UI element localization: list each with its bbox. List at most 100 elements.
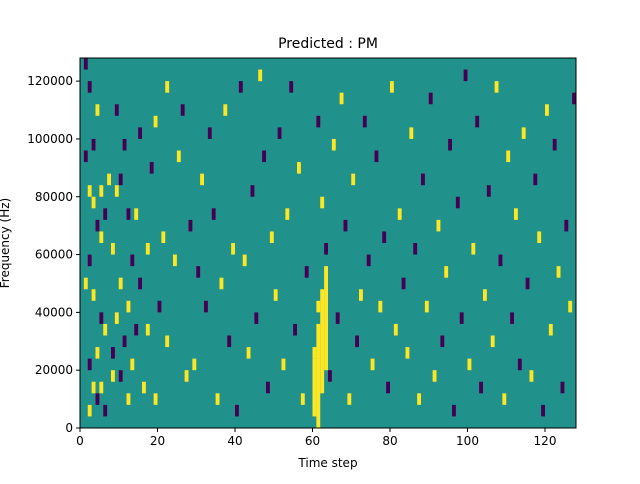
heatmap-cell (231, 243, 235, 255)
heatmap-cell (324, 243, 328, 255)
heatmap-cell (320, 196, 325, 209)
x-tick-label: 80 (382, 434, 397, 448)
axes: 0 20 40 60 80 100 120 0 20000 40000 60000 80000 1000… (27, 57, 577, 448)
heatmap-cell (111, 370, 115, 382)
heatmap-segment (312, 358, 317, 417)
heatmap-cell (227, 335, 232, 348)
heatmap-cell (87, 404, 92, 417)
heatmap-cell (359, 289, 363, 301)
heatmap-cell (444, 266, 449, 278)
heatmap-cell (413, 243, 418, 255)
heatmap-cell (114, 104, 119, 116)
heatmap-cell (266, 381, 270, 394)
x-axis-label: Time step (297, 456, 357, 470)
heatmap-cell (111, 243, 115, 255)
heatmap-cell (118, 173, 123, 186)
heatmap-cell (424, 300, 429, 313)
x-tick-label: 0 (76, 434, 84, 448)
heatmap-cell (572, 92, 576, 105)
heatmap-cell (409, 127, 414, 139)
heatmap-cell (343, 219, 348, 232)
heatmap-cell (87, 81, 92, 93)
heatmap-cell (545, 104, 549, 116)
heatmap-cell (316, 300, 321, 313)
heatmap-cell (382, 231, 387, 243)
heatmap-cell (262, 150, 266, 163)
heatmap-cell (103, 404, 108, 417)
heatmap-cell (564, 219, 569, 232)
heatmap-cell (463, 69, 468, 82)
heatmap-cell (184, 370, 189, 382)
x-tick-label: 120 (534, 434, 557, 448)
heatmap-cell (87, 185, 92, 197)
heatmap-cell (134, 323, 139, 336)
heatmap-cell (297, 162, 301, 174)
heatmap-cell (514, 208, 518, 220)
heatmap-cell (548, 323, 553, 336)
heatmap-segment (320, 289, 325, 394)
heatmap-cell (207, 127, 212, 139)
heatmap-cell (204, 300, 208, 313)
heatmap-cell (83, 277, 88, 290)
y-tick-label: 40000 (35, 305, 73, 319)
heatmap-cell (316, 115, 321, 128)
y-tick-label: 0 (65, 421, 73, 435)
heatmap-cell (114, 185, 119, 197)
heatmap-cell (506, 150, 511, 163)
heatmap-cell (483, 289, 487, 301)
heatmap-cell (188, 219, 193, 232)
heatmap-cell (126, 208, 131, 220)
heatmap-cell (366, 254, 371, 267)
heatmap-cell (223, 104, 228, 116)
heatmap-cell (95, 219, 100, 232)
heatmap-cell (254, 312, 259, 324)
heatmap-cell (556, 266, 561, 278)
heatmap-cell (510, 312, 514, 324)
heatmap-cell (149, 162, 154, 174)
heatmap-cell (328, 370, 332, 382)
heatmap-cell (285, 208, 290, 220)
x-tick-label: 40 (227, 434, 242, 448)
heatmap-cell (242, 254, 247, 267)
heatmap-cell (219, 277, 224, 290)
heatmap-cell (436, 219, 441, 232)
heatmap-cell (498, 254, 503, 267)
y-tick-label: 100000 (27, 132, 73, 146)
heatmap-cell (87, 358, 92, 371)
heatmap-cell (560, 381, 565, 394)
heatmap-cell (405, 347, 410, 359)
heatmap-cell (192, 358, 197, 371)
heatmap-cell (99, 185, 104, 197)
x-tick-label: 60 (305, 434, 320, 448)
heatmap-cell (153, 115, 158, 128)
heatmap-cell (537, 231, 542, 243)
heatmap-cell (347, 393, 352, 405)
heatmap-cell (533, 173, 538, 186)
heatmap-cell (134, 208, 139, 220)
heatmap-cell (211, 208, 216, 220)
heatmap-cell (486, 185, 491, 197)
heatmap-cell (300, 393, 305, 405)
heatmap-cell (386, 381, 390, 394)
heatmap-cell (153, 393, 158, 405)
heatmap-cell (238, 81, 243, 93)
heatmap-cell (126, 300, 131, 313)
heatmap-cell (145, 243, 150, 255)
y-tick-label: 80000 (35, 190, 73, 204)
heatmap-cell (91, 289, 96, 301)
heatmap-cell (180, 104, 185, 116)
heatmap-cell (111, 347, 115, 359)
heatmap-segment (316, 323, 321, 428)
heatmap-cell (83, 150, 88, 163)
heatmap-cell (200, 173, 204, 186)
heatmap-cell (122, 335, 127, 348)
x-tick-label: 100 (456, 434, 479, 448)
heatmap-cell (114, 312, 119, 324)
heatmap-cell (95, 393, 100, 405)
heatmap-cell (471, 243, 476, 255)
heatmap-cell (525, 277, 530, 290)
heatmap-cell (304, 266, 309, 278)
heatmap-cell (95, 347, 100, 359)
heatmap-cell (362, 115, 367, 128)
heatmap-cell (281, 358, 286, 371)
